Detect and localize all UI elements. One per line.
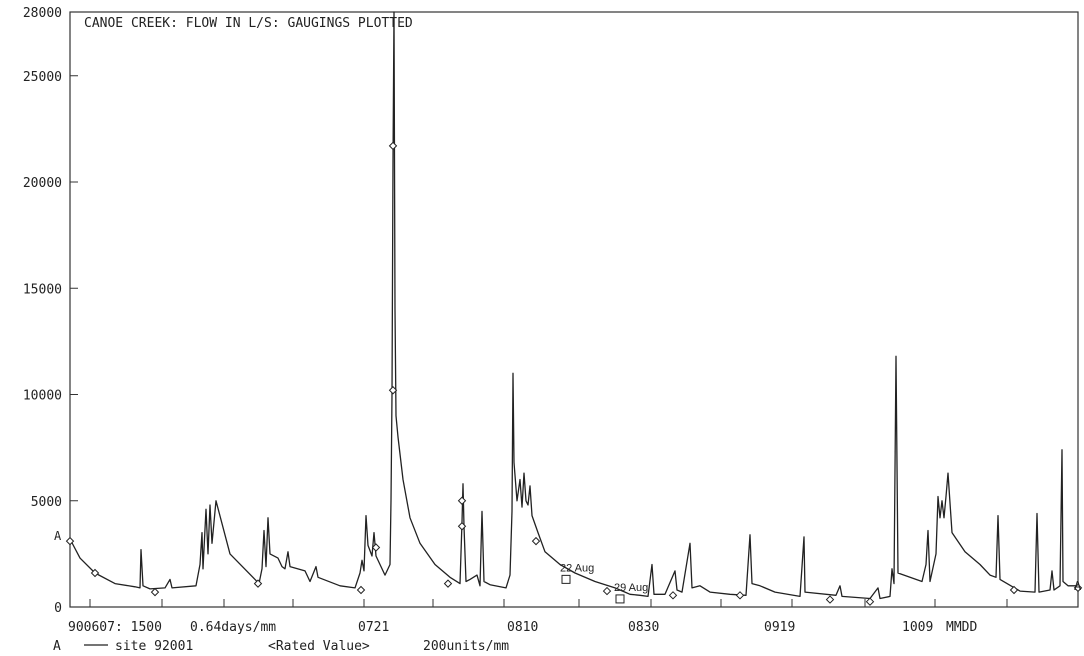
- gauging-point: [388, 386, 398, 395]
- x-tick-label-0810: 0810: [507, 620, 538, 635]
- x-tick-label-scale: 0.64days/mm: [190, 620, 276, 635]
- x-tick-label-0721: 0721: [358, 620, 389, 635]
- gauging-point: [457, 522, 467, 531]
- series-group: [69, 11, 1078, 600]
- legend-series-name: site 92001: [115, 639, 193, 654]
- y-tick-label: 20000: [23, 176, 62, 191]
- x-axis-unit-label: MMDD: [946, 620, 977, 635]
- y-tick-label: 15000: [23, 282, 62, 297]
- y-tick-labels: 0 5000 10000 15000 20000 25000 28000: [23, 6, 62, 616]
- chart-title: CANOE CREEK: FLOW IN L/S: GAUGINGS PLOTT…: [84, 16, 413, 31]
- gauging-point: [531, 536, 541, 546]
- annotation-label: 29 Aug: [614, 582, 648, 594]
- series-marker-label: A: [54, 529, 62, 543]
- y-tick-label: 10000: [23, 389, 62, 404]
- x-tick-label-0919: 0919: [764, 620, 795, 635]
- series-line-0: [69, 11, 1078, 600]
- x-axis-ticks: [89, 599, 1008, 607]
- gauging-point: [388, 141, 398, 151]
- annotations: 22 Aug 29 Aug: [560, 562, 648, 604]
- plot-border: [69, 11, 1079, 608]
- y-tick-label: 0: [54, 601, 62, 616]
- annotation-box: [615, 594, 625, 604]
- series-marker-label-right: A: [1074, 579, 1082, 593]
- gauging-point: [356, 585, 366, 595]
- gauging-point: [65, 536, 75, 546]
- gauging-point: [602, 586, 612, 596]
- y-tick-label: 28000: [23, 6, 62, 21]
- legend-rated-value: <Rated Value>: [268, 639, 370, 654]
- y-tick-label: 5000: [31, 495, 62, 510]
- gauging-markers: [65, 141, 1083, 606]
- annotation-label: 22 Aug: [560, 562, 594, 574]
- y-axis-ticks: [70, 11, 78, 608]
- gauging-point: [1073, 583, 1083, 593]
- annotation-box: [561, 574, 571, 584]
- gauging-point: [668, 591, 678, 600]
- legend-units: 200units/mm: [423, 639, 509, 654]
- x-tick-label-start: 900607: 1500: [68, 620, 162, 635]
- y-tick-label: 25000: [23, 70, 62, 85]
- gauging-point: [825, 595, 835, 604]
- legend: A site 92001 <Rated Value> 200units/mm: [53, 639, 509, 654]
- gauging-point: [457, 496, 467, 505]
- x-tick-label-1009: 1009: [902, 620, 933, 635]
- legend-series-marker: A: [53, 639, 61, 654]
- gauging-point: [371, 543, 381, 552]
- gauging-point: [253, 579, 263, 588]
- gauging-point: [735, 591, 745, 600]
- gauging-point: [865, 597, 875, 606]
- gauging-point: [443, 579, 453, 588]
- gauging-point: [1009, 585, 1019, 595]
- x-tick-label-0830: 0830: [628, 620, 659, 635]
- plot-frame: [69, 11, 1079, 608]
- gauging-point: [150, 587, 160, 597]
- gauging-point: [90, 568, 100, 578]
